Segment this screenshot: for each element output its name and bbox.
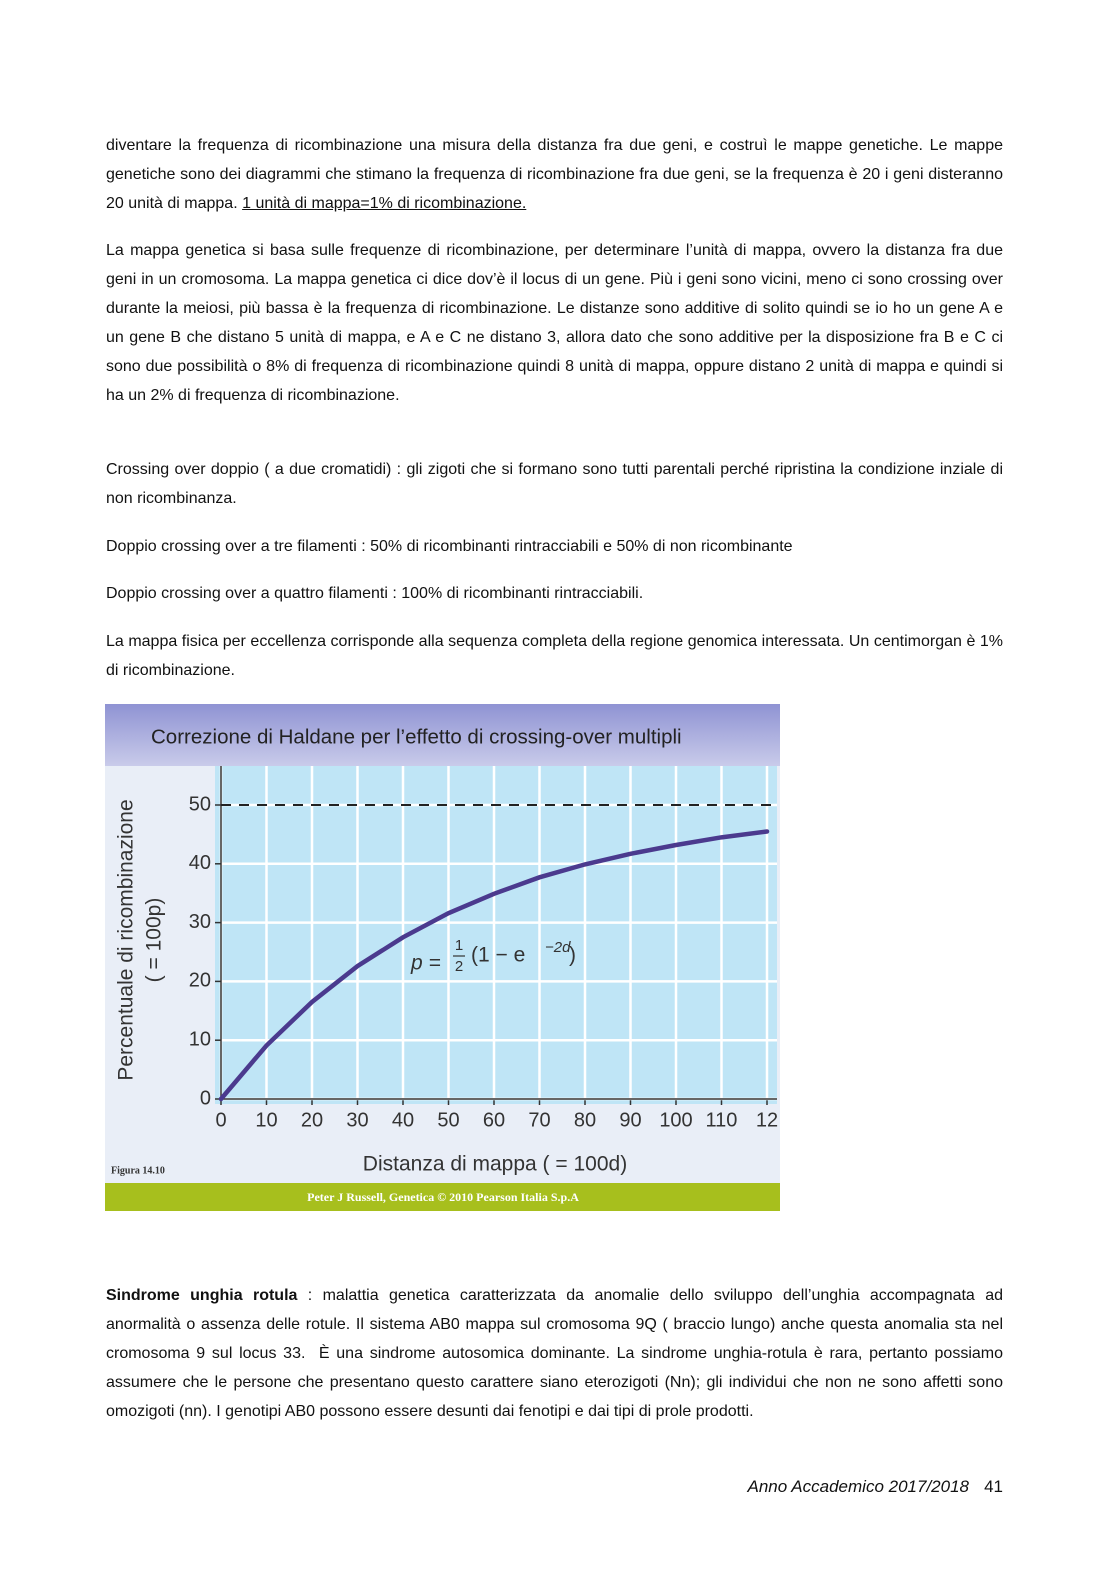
formula-denominator: 2 [455,958,463,975]
paragraph: Sindrome unghia rotula : malattia geneti… [106,1281,1003,1426]
x-tick-label: 30 [346,1109,368,1131]
y-tick-label: 50 [189,793,211,815]
paragraph: La mappa genetica si basa sulle frequenz… [106,242,1008,404]
x-tick-label: 70 [528,1109,550,1131]
x-tick-label: 110 [706,1109,738,1131]
paragraph: La mappa fisica per eccellenza corrispon… [106,633,1008,679]
x-tick-label: 20 [301,1109,323,1131]
underlined-text: 1 unità di mappa=1% di ricombinazione. [242,195,527,212]
x-tick-label: 90 [619,1109,641,1131]
text: : malattia genetica caratterizzata da an… [106,1287,1008,1420]
chart-title: Correzione di Haldane per l’effetto di c… [151,725,682,748]
formula-numerator: 1 [455,937,463,954]
footer-text: Anno Accademico 2017/2018 [747,1477,969,1496]
text: diventare la frequenza di ricombinazione… [106,137,1008,212]
x-tick-label: 50 [437,1109,459,1131]
figure: Correzione di Haldane per l’effetto di c… [105,704,780,1211]
figure-label: Figura 14.10 [111,1165,165,1176]
x-tick-label: 12 [756,1109,778,1131]
y-tick-label: 0 [200,1087,211,1109]
y-tick-label: 20 [189,970,211,992]
formula-lhs: p = [410,952,441,975]
formula: p = 1 2 (1 − e −2d ) [410,937,576,975]
formula-exponent: −2d [545,939,571,956]
credit: Peter J Russell, Genetica © 2010 Pearson… [307,1190,579,1204]
formula-close: ) [569,944,576,967]
y-tick-label: 10 [189,1028,211,1050]
x-axis-title: Distanza di mappa ( = 100d) [363,1153,627,1176]
x-tick-label: 0 [215,1109,226,1131]
header-band [105,704,780,766]
bold-text: Sindrome unghia rotula [106,1287,298,1304]
x-tick-label: 10 [255,1109,277,1131]
paragraph: diventare la frequenza di ricombinazione… [106,131,1003,218]
x-tick-label: 80 [574,1109,596,1131]
y-axis-subtitle: ( = 100p) [143,898,166,983]
curve [218,829,770,1102]
page-number: 41 [984,1477,1003,1496]
x-tick-label: 60 [483,1109,505,1131]
x-tick-label: 40 [392,1109,414,1131]
paragraph: Doppio crossing over a tre filamenti : 5… [106,538,793,555]
y-tick-label: 40 [189,852,211,874]
y-axis-title: Percentuale di ricombinazione [115,799,138,1080]
formula-base: (1 − e [471,944,525,967]
paragraph: Crossing over doppio ( a due cromatidi) … [106,461,1008,507]
plot-area [215,766,777,1104]
credit-band [105,1183,780,1211]
y-tick-label: 30 [189,911,211,933]
paragraph: Doppio crossing over a quattro filamenti… [106,585,644,602]
x-tick-label: 100 [659,1109,692,1131]
